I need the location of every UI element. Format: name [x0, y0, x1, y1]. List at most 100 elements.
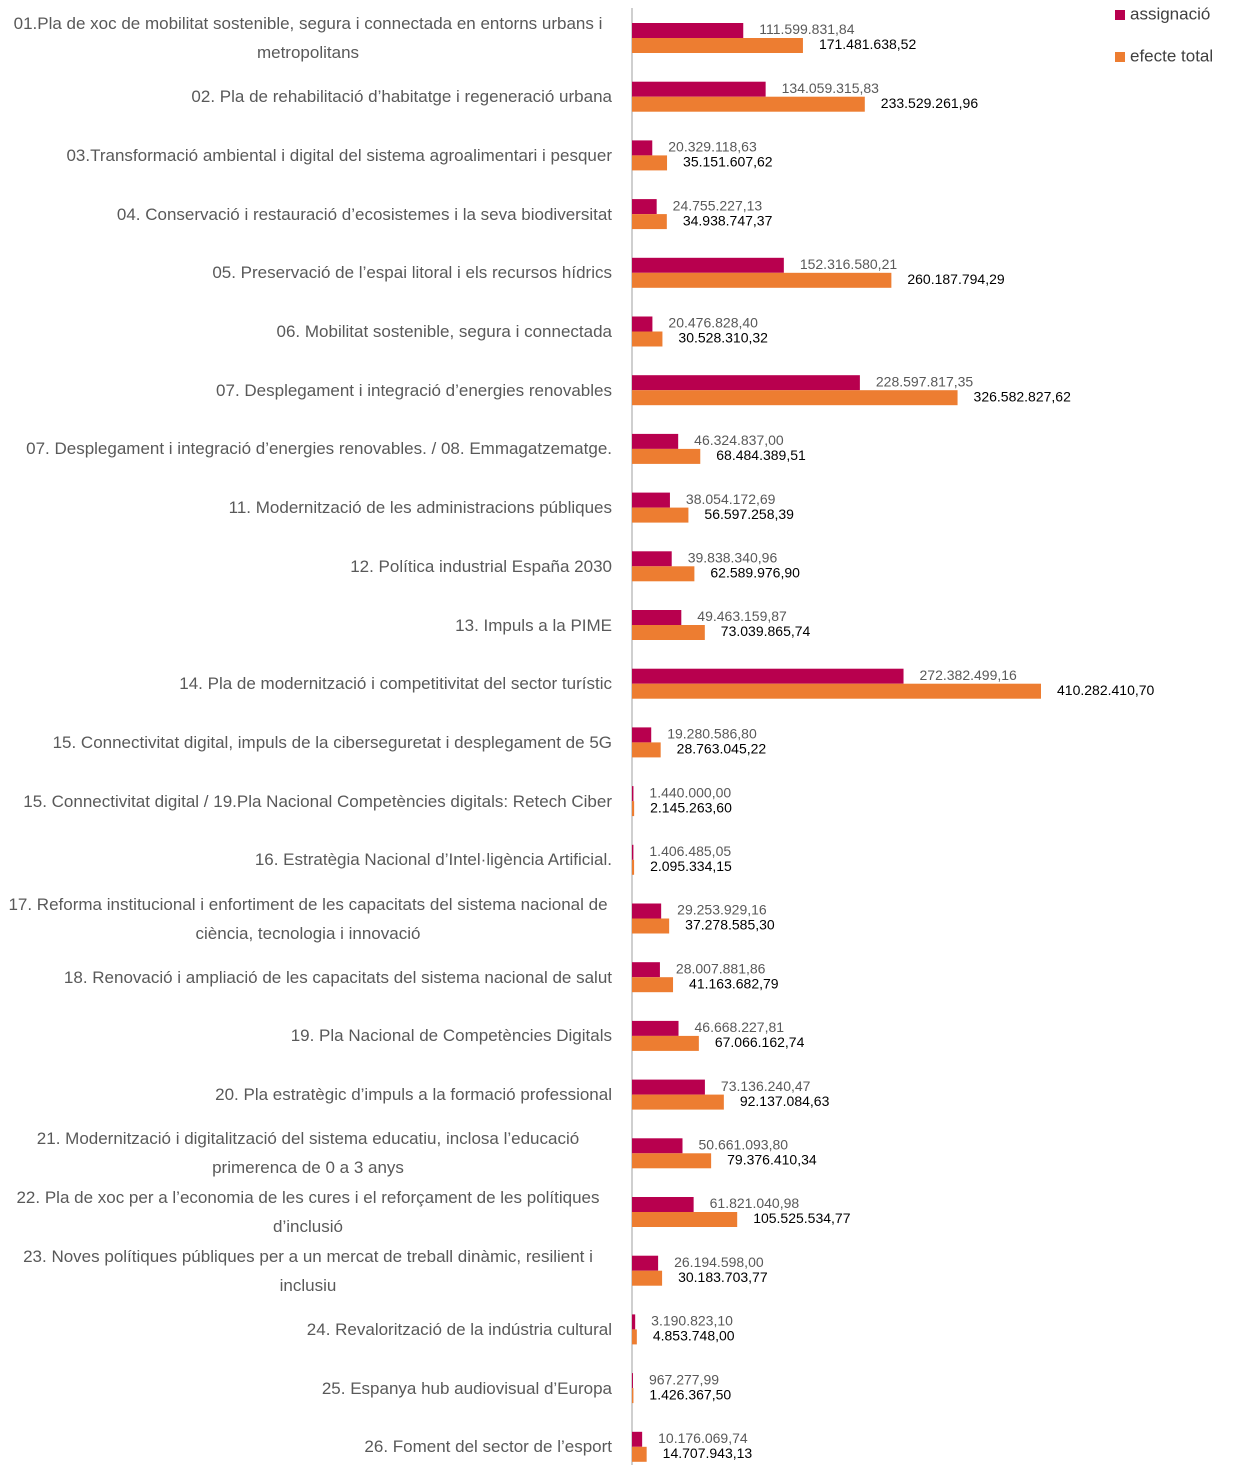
value-label: 67.066.162,74 [715, 1034, 805, 1050]
value-label: 10.176.069,74 [658, 1430, 748, 1446]
legend-swatch [1115, 52, 1125, 62]
value-label: 260.187.794,29 [907, 271, 1005, 287]
category-label-box: 15. Connectivitat digital, impuls de la … [4, 713, 612, 771]
bar [632, 1094, 724, 1110]
bar [632, 507, 689, 523]
bar [632, 668, 904, 684]
bar [632, 610, 682, 625]
bar [632, 962, 660, 978]
value-label: 73.039.865,74 [721, 623, 811, 639]
category-label-box: 05. Preservació de l’espai litoral i els… [4, 244, 612, 302]
value-label: 1.440.000,00 [649, 784, 731, 800]
value-label: 326.582.827,62 [974, 388, 1072, 404]
category-label: 01.Pla de xoc de mobilitat sostenible, s… [13, 14, 603, 62]
bar [632, 625, 705, 640]
value-label: 111.599.831,84 [759, 21, 854, 37]
category-label: 24. Revalorització de la indústria cultu… [306, 1319, 612, 1339]
category-label-box: 24. Revalorització de la indústria cultu… [4, 1300, 612, 1358]
category-label: 04. Conservació i restauració d’ecosiste… [116, 204, 612, 224]
bar [632, 1035, 699, 1051]
value-label: 30.528.310,32 [678, 330, 768, 346]
category-label: 05. Preservació de l’espai litoral i els… [212, 263, 612, 283]
bar [632, 1020, 679, 1036]
value-label: 152.316.580,21 [800, 256, 898, 272]
value-label: 56.597.258,39 [704, 506, 794, 522]
category-label-box: 25. Espanya hub audiovisual d’Europa [4, 1359, 612, 1417]
category-label-box: 22. Pla de xoc per a l’economia de les c… [4, 1183, 612, 1241]
category-label-box: 19. Pla Nacional de Competències Digital… [4, 1007, 612, 1065]
legend-label: assignació [1130, 4, 1210, 23]
bar [632, 214, 667, 230]
value-label: 20.329.118,63 [668, 139, 757, 155]
value-label: 228.597.817,35 [876, 373, 974, 389]
category-label: 07. Desplegament i integració d’energies… [26, 439, 612, 459]
value-label: 92.137.084,63 [740, 1093, 830, 1109]
bar [632, 1153, 712, 1169]
value-label: 1.406.485,05 [649, 843, 731, 859]
legend-label: efecte total [1130, 46, 1213, 65]
category-label: 23. Noves polítiques públiques per a un … [23, 1246, 593, 1295]
category-label: 15. Connectivitat digital / 19.Pla Nacio… [23, 791, 612, 811]
bar [632, 566, 695, 582]
category-label-box: 11. Modernització de les administracions… [4, 479, 612, 537]
category-label: 25. Espanya hub audiovisual d’Europa [321, 1378, 612, 1398]
category-label-box: 07. Desplegament i integració d’energies… [4, 361, 612, 419]
bar [632, 331, 663, 347]
category-label: 06. Mobilitat sostenible, segura i conne… [276, 322, 612, 341]
value-label: 35.151.607,62 [683, 154, 773, 170]
value-label: 29.253.929,16 [677, 902, 767, 918]
bar [632, 727, 652, 743]
category-label-box: 16. Estratègia Nacional d’Intel·ligència… [4, 831, 612, 889]
value-label: 105.525.534,77 [753, 1210, 851, 1226]
category-label: 14. Pla de modernització i competitivita… [179, 674, 612, 694]
bar [632, 1270, 663, 1286]
bar [632, 1197, 694, 1212]
bar [632, 96, 865, 112]
bar [632, 903, 662, 919]
category-label-box: 02. Pla de rehabilitació d’habitatge i r… [4, 68, 612, 126]
bar [632, 155, 668, 171]
bar [632, 844, 634, 860]
category-label: 26. Foment del sector de l’esport [364, 1437, 612, 1457]
category-label: 21. Modernització i digitalització del s… [36, 1129, 580, 1178]
value-label: 41.163.682,79 [689, 975, 779, 991]
bar [632, 1255, 659, 1271]
category-label: 07. Desplegament i integració d’energies… [216, 380, 612, 400]
bar [632, 1388, 634, 1404]
bar [632, 1329, 637, 1345]
value-label: 20.476.828,40 [668, 315, 758, 331]
bar [632, 1314, 636, 1330]
bar [632, 683, 1041, 699]
bar [632, 257, 784, 273]
value-label: 14.707.943,13 [663, 1445, 753, 1461]
value-label: 272.382.499,16 [920, 667, 1018, 683]
category-label-box: 04. Conservació i restauració d’ecosiste… [4, 185, 612, 243]
category-label-box: 15. Connectivitat digital / 19.Pla Nacio… [4, 772, 612, 830]
category-label-box: 26. Foment del sector de l’esport [4, 1418, 612, 1476]
value-label: 28.007.881,86 [676, 960, 766, 976]
bar [632, 140, 653, 156]
category-label: 02. Pla de rehabilitació d’habitatge i r… [191, 87, 612, 107]
category-label-box: 14. Pla de modernització i competitivita… [4, 655, 612, 713]
category-label: 12. Política industrial España 2030 [350, 556, 612, 576]
value-label: 46.324.837,00 [694, 432, 784, 448]
category-label-box: 12. Política industrial España 2030 [4, 537, 612, 595]
category-label-box: 21. Modernització i digitalització del s… [4, 1124, 612, 1182]
bar [632, 551, 672, 567]
value-label: 68.484.389,51 [716, 447, 806, 463]
bar [632, 1431, 643, 1447]
value-label: 1.426.367,50 [649, 1386, 731, 1402]
value-label: 233.529.261,96 [881, 95, 979, 111]
bar [632, 1373, 633, 1389]
value-label: 30.183.703,77 [678, 1269, 768, 1285]
value-label: 79.376.410,34 [727, 1152, 817, 1168]
bar [632, 316, 653, 332]
category-label-box: 03.Transformació ambiental i digital del… [4, 126, 612, 184]
value-label: 62.589.976,90 [710, 565, 800, 581]
bar [632, 1079, 705, 1095]
category-label: 15. Connectivitat digital, impuls de la … [52, 732, 612, 752]
category-label: 16. Estratègia Nacional d’Intel·ligència… [254, 850, 612, 870]
bar [632, 801, 635, 817]
value-label: 2.095.334,15 [650, 858, 732, 874]
